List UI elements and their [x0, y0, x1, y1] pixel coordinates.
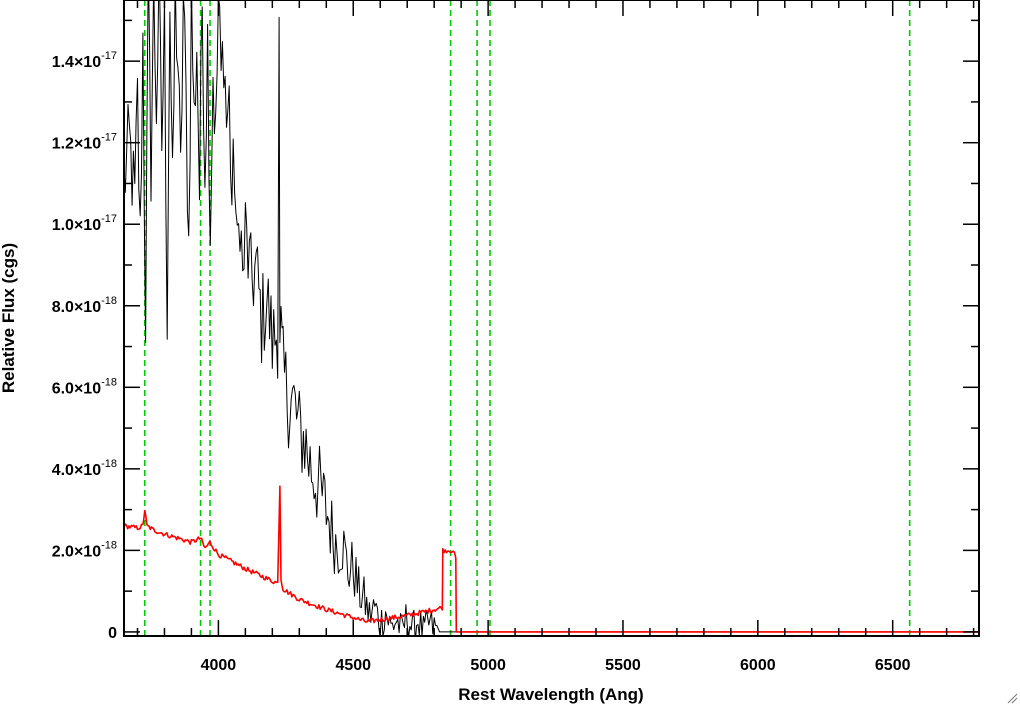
y-axis-title: Relative Flux (cgs): [0, 243, 18, 393]
y-tick-label: 2.0×10-18: [52, 539, 117, 560]
y-tick-mantissa: 1.4×10: [52, 54, 101, 71]
y-tick-exponent: -18: [101, 458, 117, 470]
y-tick-mantissa: 8.0×10: [52, 299, 101, 316]
y-tick-exponent: -18: [101, 539, 117, 551]
y-tick-mantissa: 1.2×10: [52, 136, 101, 153]
y-tick-mantissa: 4.0×10: [52, 462, 101, 479]
y-tick-label: 1.0×10-17: [52, 213, 117, 234]
x-tick-label: 6500: [875, 657, 911, 674]
y-tick-mantissa: 2.0×10: [52, 543, 101, 560]
y-tick-label: 6.0×10-18: [52, 376, 117, 397]
x-tick-label: 5500: [605, 657, 641, 674]
reference-lines: [143, 0, 911, 636]
y-tick-exponent: -17: [101, 132, 117, 144]
series-layer: [124, 0, 979, 636]
y-tick-label: 1.4×10-17: [52, 50, 117, 71]
y-tick-labels: 02.0×10-184.0×10-186.0×10-188.0×10-181.0…: [52, 50, 117, 642]
y-tick-label: 4.0×10-18: [52, 458, 117, 479]
x-tick-label: 5000: [470, 657, 506, 674]
y-tick-exponent: -17: [101, 50, 117, 62]
plot-frame: [123, 0, 980, 637]
y-tick-exponent: -18: [101, 295, 117, 307]
y-tick-mantissa: 1.0×10: [52, 217, 101, 234]
x-tick-labels: 4000 4500 5000 5500 6000 6500: [201, 657, 911, 674]
y-tick-exponent: -17: [101, 213, 117, 225]
x-tick-label: 4000: [201, 657, 237, 674]
axis-ticks: [124, 0, 979, 636]
axes-box: [123, 0, 980, 637]
y-tick-exponent: -18: [101, 376, 117, 388]
x-tick-label: 4500: [335, 657, 371, 674]
x-tick-label: 6000: [740, 657, 776, 674]
y-tick-mantissa: 0: [108, 625, 117, 642]
x-axis-title: Rest Wavelength (Ang): [458, 685, 643, 704]
series-line-0: [124, 0, 979, 636]
resize-grip-icon[interactable]: [1006, 692, 1018, 704]
y-tick-label: 0: [108, 625, 117, 642]
y-tick-mantissa: 6.0×10: [52, 380, 101, 397]
y-tick-label: 1.2×10-17: [52, 132, 117, 153]
series-line-1: [124, 485, 979, 633]
y-tick-label: 8.0×10-18: [52, 295, 117, 316]
